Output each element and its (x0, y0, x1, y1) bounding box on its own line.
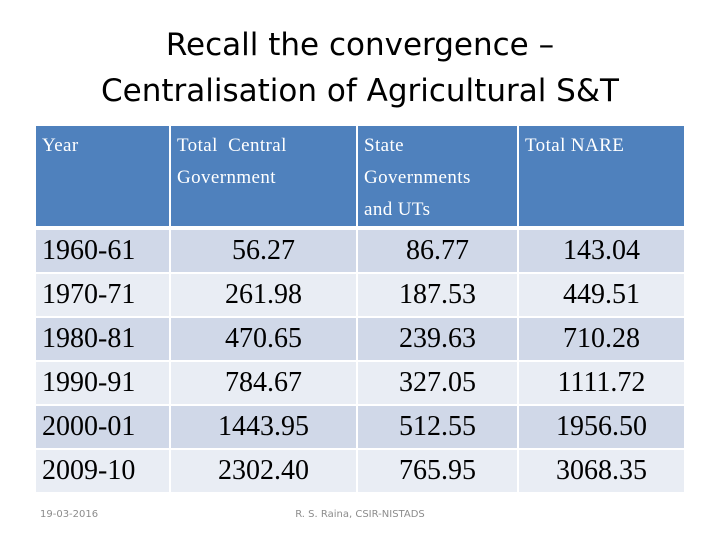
header-line: State (364, 135, 404, 156)
table-row: 1960-61 56.27 86.77 143.04 (36, 226, 684, 272)
cell-central: 261.98 (171, 272, 358, 316)
cell-year: 1970-71 (36, 272, 171, 316)
footer-date: 19-03-2016 (40, 509, 99, 520)
cell-total: 710.28 (519, 316, 684, 360)
header-line: Total NARE (525, 135, 625, 156)
cell-total: 1956.50 (519, 404, 684, 448)
cell-central: 470.65 (171, 316, 358, 360)
footer-credit: R. S. Raina, CSIR-NISTADS (295, 509, 425, 520)
cell-year: 2000-01 (36, 404, 171, 448)
cell-state: 239.63 (358, 316, 519, 360)
table-row: 1970-71 261.98 187.53 449.51 (36, 272, 684, 316)
cell-total: 1111.72 (519, 360, 684, 404)
cell-year: 2009-10 (36, 448, 171, 492)
cell-year: 1980-81 (36, 316, 171, 360)
header-line: Total Central (177, 135, 287, 156)
cell-central: 2302.40 (171, 448, 358, 492)
cell-year: 1960-61 (36, 226, 171, 272)
table-row: 2009-10 2302.40 765.95 3068.35 (36, 448, 684, 492)
funding-table: Year Total Central Government State Gove… (36, 126, 684, 492)
cell-state: 86.77 (358, 226, 519, 272)
header-total-nare: Total NARE (519, 126, 684, 226)
cell-state: 187.53 (358, 272, 519, 316)
header-state-governments: State Governments and UTs (358, 126, 519, 226)
cell-central: 784.67 (171, 360, 358, 404)
cell-state: 512.55 (358, 404, 519, 448)
table-row: 1990-91 784.67 327.05 1111.72 (36, 360, 684, 404)
cell-central: 56.27 (171, 226, 358, 272)
header-line: and UTs (364, 199, 431, 220)
header-line: Governments (364, 167, 471, 188)
slide-title-line-1: Recall the convergence – (165, 27, 555, 63)
cell-total: 3068.35 (519, 448, 684, 492)
cell-total: 143.04 (519, 226, 684, 272)
header-year: Year (36, 126, 171, 226)
header-line: Year (42, 135, 79, 156)
table-row: 2000-01 1443.95 512.55 1956.50 (36, 404, 684, 448)
cell-total: 449.51 (519, 272, 684, 316)
cell-state: 327.05 (358, 360, 519, 404)
slide-title-line-2: Centralisation of Agricultural S&T (101, 73, 619, 109)
table-header-row: Year Total Central Government State Gove… (36, 126, 684, 226)
cell-state: 765.95 (358, 448, 519, 492)
slide-title: Recall the convergence – Centralisation … (40, 22, 680, 114)
cell-year: 1990-91 (36, 360, 171, 404)
header-line: Government (177, 167, 276, 188)
cell-central: 1443.95 (171, 404, 358, 448)
header-total-central-government: Total Central Government (171, 126, 358, 226)
table-row: 1980-81 470.65 239.63 710.28 (36, 316, 684, 360)
